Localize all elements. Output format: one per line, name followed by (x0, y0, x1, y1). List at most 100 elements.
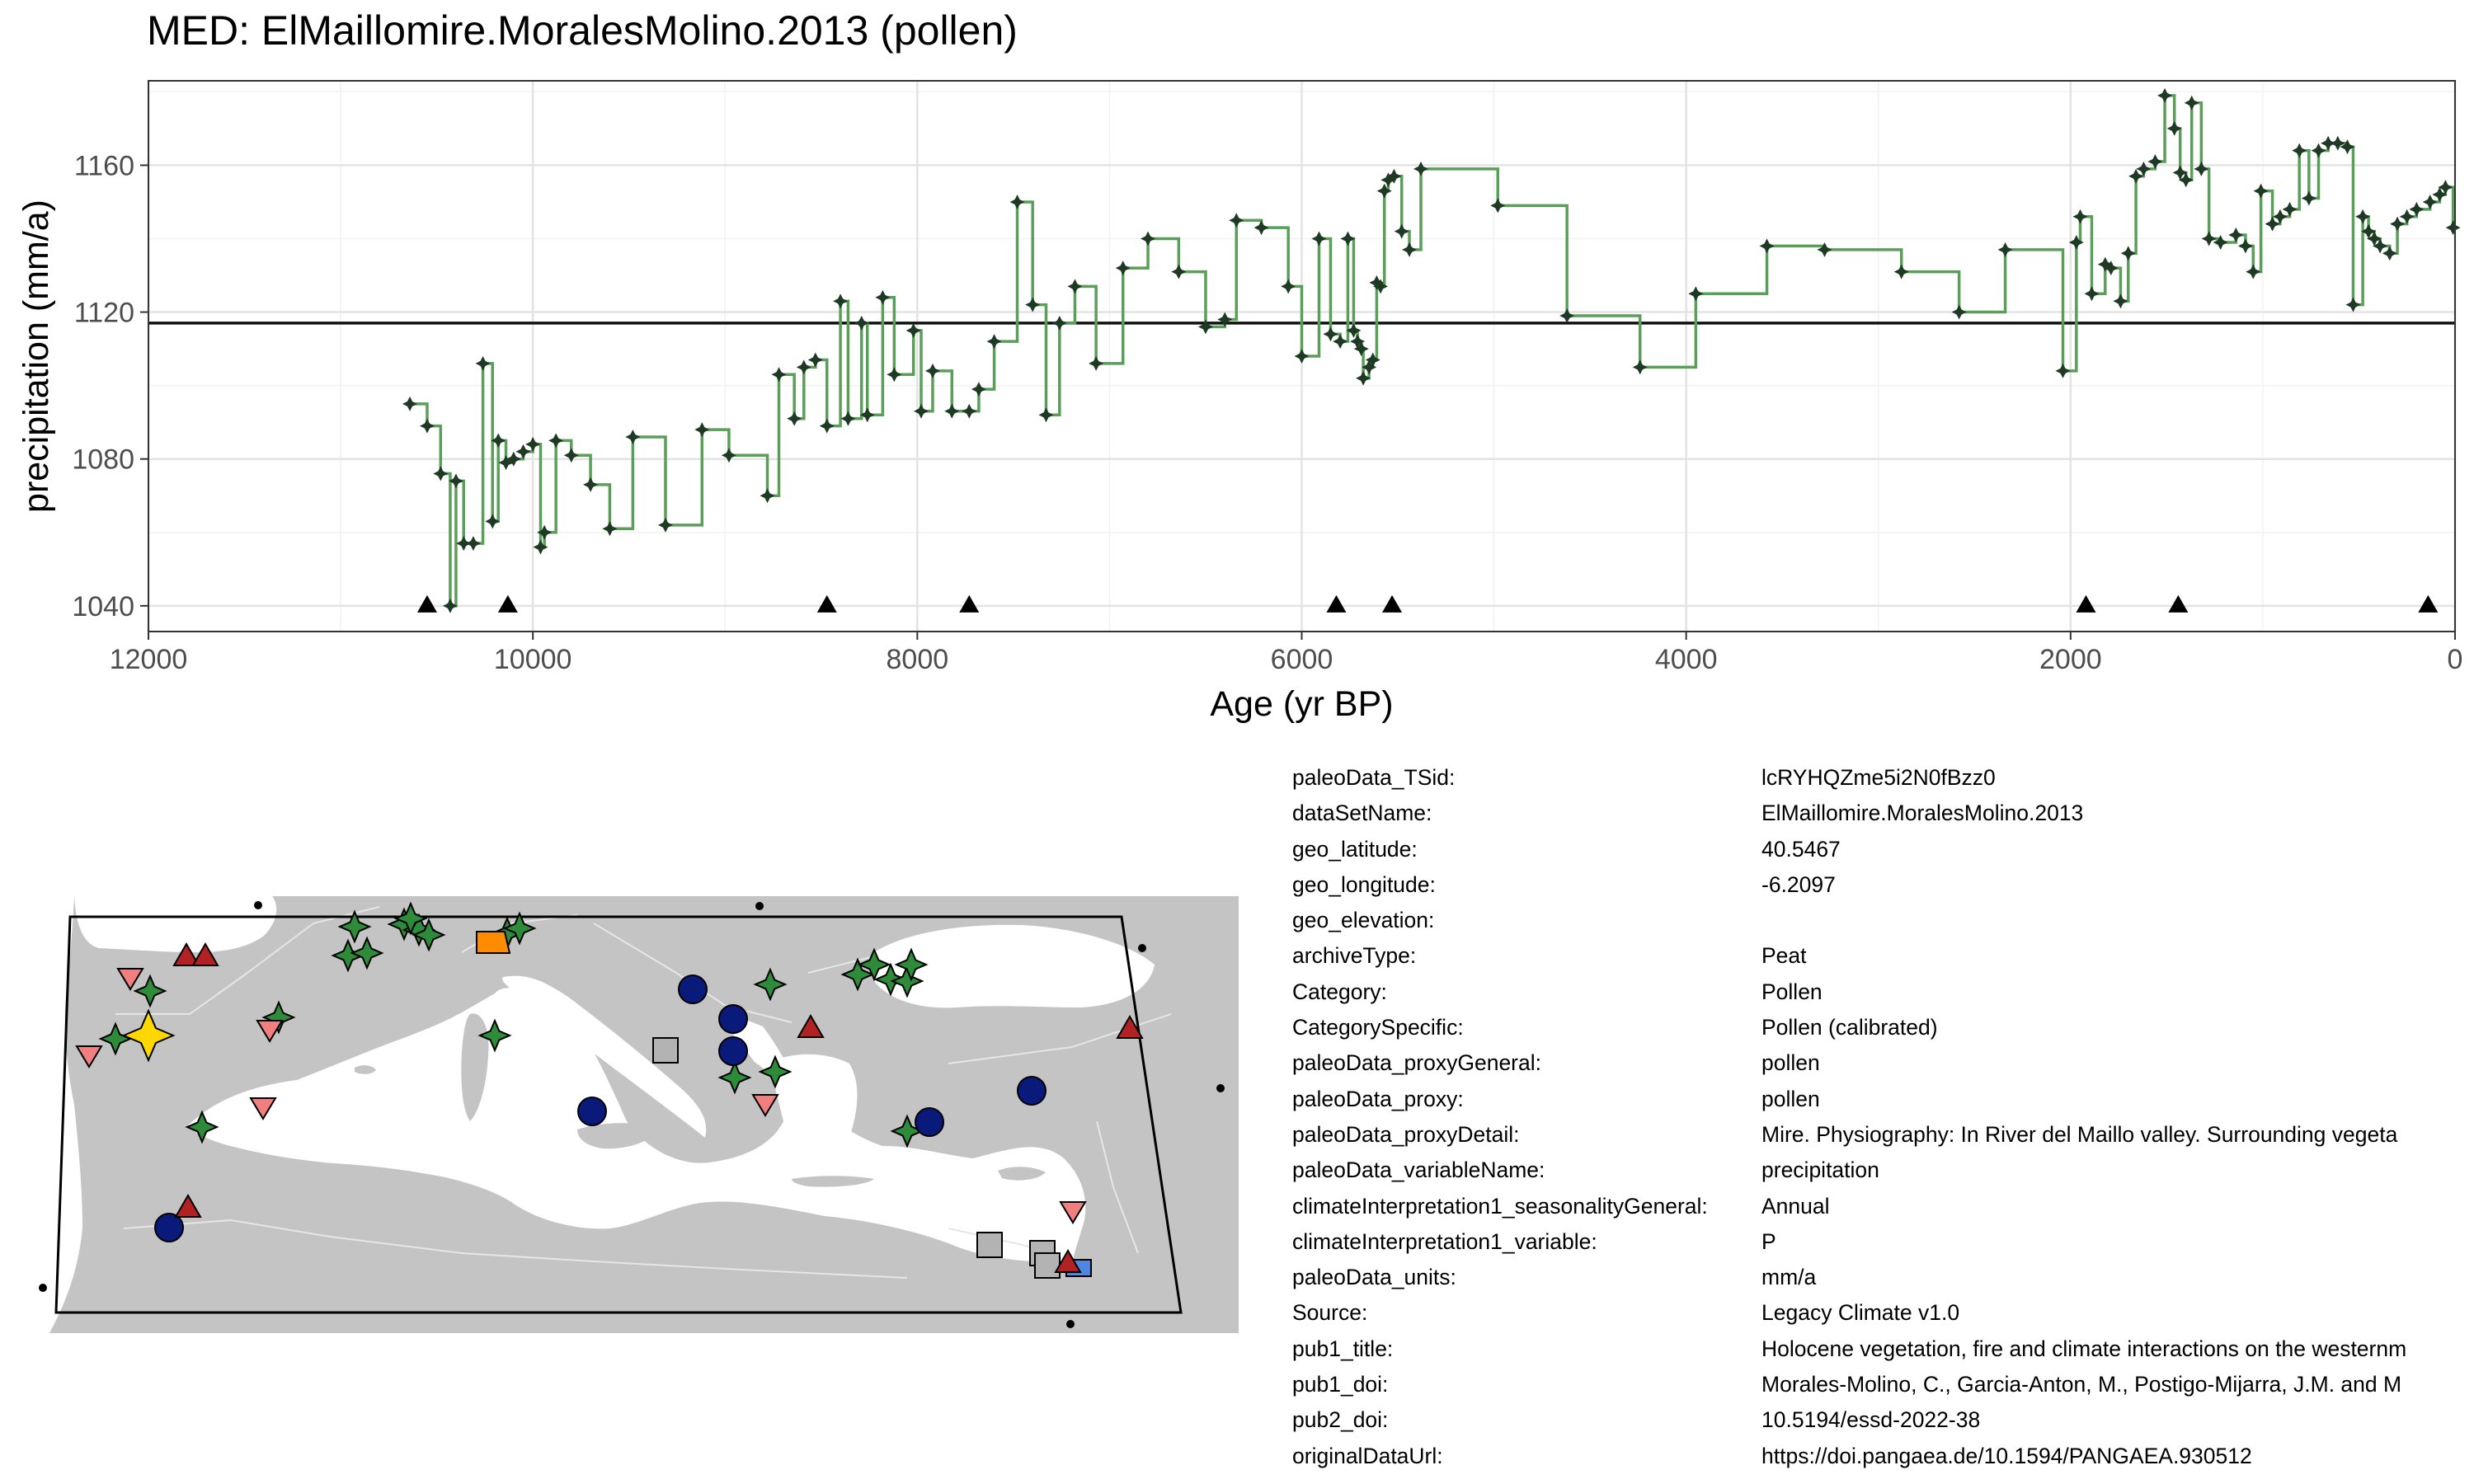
site-square-marker (652, 1037, 679, 1064)
site-triangle-down-marker (249, 1097, 277, 1120)
metadata-key: paleoData_proxyGeneral: (1292, 1050, 1541, 1076)
data-point (2228, 228, 2244, 243)
data-point (913, 403, 929, 419)
data-point (1350, 334, 1366, 350)
data-point (807, 352, 823, 368)
data-point (2301, 190, 2316, 206)
site-triangle-down-marker (751, 1094, 779, 1117)
data-point (2172, 165, 2188, 181)
data-point (442, 598, 458, 613)
data-point (2390, 216, 2406, 232)
data-point (2113, 294, 2128, 309)
site-square-marker (976, 1232, 1003, 1258)
age-markers-group (416, 594, 2439, 613)
data-point (1365, 352, 1380, 368)
x-tick-label: 6000 (1271, 644, 1333, 675)
data-point (1632, 359, 1648, 375)
data-point (721, 448, 736, 463)
data-point (2097, 256, 2113, 272)
metadata-value: Legacy Climate v1.0 (1761, 1300, 1960, 1326)
data-point (2272, 209, 2288, 224)
data-point (1386, 168, 1402, 184)
site-circle-marker (154, 1213, 184, 1242)
data-point (1067, 279, 1083, 294)
data-point (1817, 242, 1832, 257)
data-point (2282, 201, 2298, 217)
metadata-value: 10.5194/essd-2022-38 (1761, 1407, 1981, 1433)
data-point (419, 418, 435, 434)
data-point (498, 455, 514, 471)
site-star-marker (890, 964, 924, 998)
age-marker (2076, 594, 2096, 613)
data-point (887, 367, 902, 383)
data-point (1413, 161, 1429, 176)
metadata-key: geo_latitude: (1292, 836, 1418, 862)
data-point (2445, 220, 2461, 236)
data-point (1253, 220, 1269, 236)
age-marker (1326, 594, 1347, 613)
site-circle-marker (678, 974, 708, 1004)
site-symbols (75, 901, 1144, 1279)
metadata-key: pub1_title: (1292, 1336, 1394, 1361)
metadata-value: mm/a (1761, 1265, 1817, 1290)
site-star-marker (337, 909, 372, 944)
data-point (1559, 308, 1575, 324)
data-point (2136, 161, 2152, 176)
data-point (2147, 153, 2163, 169)
data-point (694, 422, 710, 438)
data-point (456, 536, 472, 552)
data-point (2128, 168, 2144, 184)
time-series-chart: 12000 10000 8000 6000 4000 2000 0 1040 1080 1120… (16, 80, 2463, 724)
data-point (2409, 201, 2425, 217)
data-point (2330, 135, 2345, 151)
data-point (1229, 213, 1244, 228)
site-star-marker (873, 962, 908, 997)
metadata-value: P (1761, 1228, 1776, 1254)
data-point (771, 367, 787, 383)
data-point (1038, 407, 1054, 423)
age-marker (2418, 594, 2439, 613)
data-point (859, 407, 875, 423)
metadata-value: Morales-Molino, C., Garcia-Anton, M., Po… (1761, 1372, 2402, 1397)
data-point (1394, 223, 1409, 239)
metadata-value[interactable]: https://doi.pangaea.de/10.1594/PANGAEA.9… (1761, 1443, 2252, 1468)
metadata-value: Mire. Physiography: In River del Maillo … (1761, 1121, 2398, 1147)
metadata-value: pollen (1761, 1050, 1820, 1076)
data-point (2292, 143, 2307, 158)
site-circle-marker (1017, 1076, 1047, 1106)
data-point (2438, 180, 2453, 195)
site-orange-marker (476, 931, 511, 954)
data-point (944, 403, 960, 419)
site-triangle-up-marker (1116, 1014, 1144, 1039)
data-point (1353, 341, 1369, 357)
metadata-key: geo_elevation: (1292, 908, 1435, 933)
metadata-value: Holocene vegetation, fire and climate in… (1761, 1336, 2407, 1361)
age-marker (1382, 594, 1403, 613)
data-point (1323, 326, 1338, 342)
atlantic-ocean (49, 896, 82, 1333)
map-corner-dots (39, 901, 1225, 1328)
data-point (1380, 172, 1396, 188)
site-star-marker (758, 1054, 793, 1089)
corsica-sardinia (461, 1013, 489, 1121)
x-tick-label: 4000 (1655, 644, 1718, 675)
data-point (2355, 209, 2371, 224)
data-point (1141, 231, 1156, 247)
data-point (602, 521, 618, 537)
data-point (962, 403, 977, 419)
site-star-marker (717, 1060, 752, 1095)
data-point (2120, 246, 2136, 261)
data-point (1115, 261, 1131, 276)
data-point (1089, 355, 1104, 371)
data-point (1025, 297, 1041, 312)
data-point (2055, 363, 2071, 378)
site-star-marker (133, 974, 167, 1008)
data-point (2068, 234, 2084, 250)
metadata-key: Source: (1292, 1300, 1368, 1326)
x-tick-label: 0 (2448, 644, 2463, 675)
data-point (657, 517, 673, 533)
metadata-value: Peat (1761, 943, 1807, 969)
balearics (355, 1065, 376, 1074)
x-tick-label: 10000 (494, 644, 572, 675)
metadata-value: -6.2097 (1761, 871, 1836, 897)
